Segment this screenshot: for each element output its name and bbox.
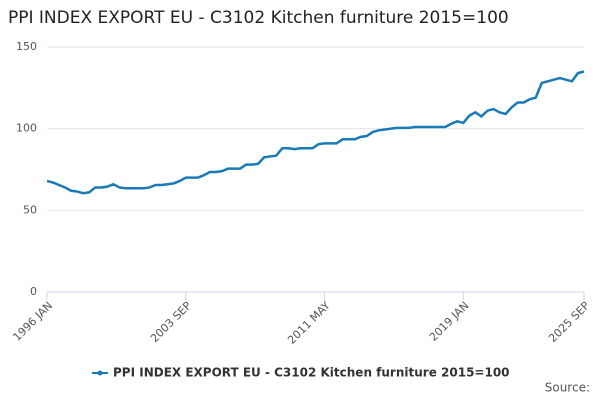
- y-tick-label: 150: [16, 40, 37, 53]
- legend-marker: [97, 370, 103, 376]
- x-tick-label: 1996 JAN: [10, 299, 55, 344]
- y-tick-label: 50: [23, 203, 37, 216]
- chart-title: PPI INDEX EXPORT EU - C3102 Kitchen furn…: [8, 8, 509, 28]
- legend-label: PPI INDEX EXPORT EU - C3102 Kitchen furn…: [113, 366, 510, 380]
- y-tick-label: 0: [30, 285, 37, 298]
- x-tick-label: 2019 JAN: [427, 299, 472, 344]
- source: Source:: [545, 381, 590, 395]
- series-line: [46, 70, 585, 195]
- y-tick-label: 100: [16, 122, 37, 135]
- x-tick-label: 2011 MAY: [285, 299, 333, 347]
- x-tick-label: 2025 SEP: [546, 299, 592, 345]
- x-tick-label: 2003 SEP: [148, 299, 194, 345]
